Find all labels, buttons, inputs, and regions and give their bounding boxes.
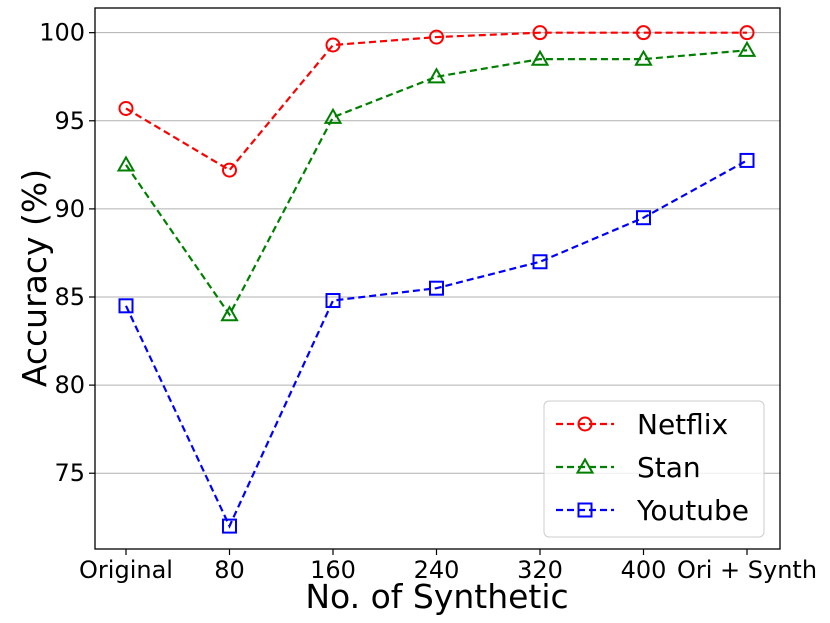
point-stan-240 [427,67,446,84]
y-tick-label-75: 75 [54,459,85,487]
series-youtube [118,152,755,534]
x-tick-label-80: 80 [214,556,245,584]
point-youtube-ori-synth [739,152,755,168]
x-tick-label-320: 320 [517,556,563,584]
series-stan [116,40,757,322]
point-youtube-80 [222,518,237,534]
y-tick-label-95: 95 [54,107,85,135]
legend-label-stan: Stan [637,451,701,484]
point-netflix-ori-synth [739,25,755,41]
y-tick-label-85: 85 [54,283,85,311]
x-tick-label-original: Original [79,556,173,584]
point-netflix-80 [222,162,237,178]
legend-label-youtube: Youtube [636,494,749,527]
point-stan-320 [530,49,550,66]
point-netflix-400 [636,25,651,41]
point-netflix-240 [429,29,444,45]
x-axis-title: No. of Synthetic [305,577,568,616]
point-netflix-original [118,100,134,116]
series-line-stan [125,49,748,317]
point-netflix-320 [532,25,548,41]
x-tick-label-240: 240 [414,556,460,584]
legend-marker-stan [575,457,595,474]
y-tick-label-90: 90 [54,195,85,223]
x-axis-ticks: Original 80 160 240 320 400 Ori + Synth [79,549,817,584]
y-axis-ticks: 75 80 85 90 95 100 [39,19,95,487]
y-axis-title: Accuracy (%) [15,169,54,387]
series-group [116,25,757,534]
legend-marker-netflix [577,416,593,432]
point-youtube-240 [429,280,444,296]
series-line-netflix [125,31,747,172]
point-stan-ori-synth [737,40,757,57]
point-youtube-160 [325,293,341,309]
series-line-youtube [125,159,748,529]
legend-marker-youtube [577,502,593,518]
point-stan-original [116,155,136,172]
x-tick-label-160: 160 [310,556,356,584]
point-youtube-400 [636,210,651,226]
point-youtube-320 [532,254,548,270]
plot-frame [94,7,781,550]
point-stan-160 [323,107,343,124]
point-netflix-160 [325,37,341,53]
point-youtube-original [118,298,134,314]
y-tick-label-100: 100 [39,19,85,47]
series-netflix [118,25,755,178]
legend-box [543,400,765,538]
y-tick-label-80: 80 [54,371,85,399]
point-stan-400 [634,49,653,66]
x-tick-label-ori-synth: Ori + Synth [677,556,817,584]
x-tick-label-400: 400 [621,556,667,584]
legend: Netflix Stan Youtube [543,400,765,538]
legend-label-netflix: Netflix [637,408,728,441]
point-stan-80 [220,305,239,322]
